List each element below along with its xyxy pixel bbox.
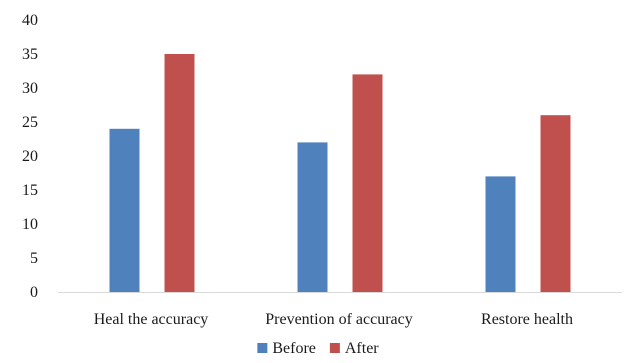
- bar-after-1: [164, 54, 195, 292]
- legend-label-after: After: [345, 340, 379, 357]
- y-tick-label: 15: [22, 182, 38, 199]
- y-tick-label: 5: [30, 250, 38, 267]
- x-category-label: Restore health: [481, 311, 573, 328]
- y-axis: 0 5 10 15 20 25 30 35 40: [22, 12, 38, 301]
- legend: Before After: [257, 340, 379, 357]
- y-tick-label: 35: [22, 46, 38, 63]
- x-category-label: Heal the accuracy: [94, 311, 209, 328]
- bar-before-3: [485, 176, 516, 292]
- bar-before-1: [109, 128, 140, 292]
- y-tick-label: 0: [30, 284, 38, 301]
- y-tick-label: 25: [22, 114, 38, 131]
- y-tick-label: 30: [22, 80, 38, 97]
- x-axis-labels: Heal the accuracy Prevention of accuracy R…: [94, 311, 573, 328]
- bar-before-2: [297, 142, 328, 292]
- bar-after-3: [540, 115, 571, 292]
- y-tick-label: 10: [22, 216, 38, 233]
- legend-label-before: Before: [272, 340, 316, 357]
- bar-after-2: [352, 74, 383, 293]
- legend-swatch-before: [257, 343, 268, 353]
- y-tick-label: 20: [22, 148, 38, 165]
- bars-group: [109, 54, 571, 293]
- y-tick-label: 40: [22, 12, 38, 29]
- legend-swatch-after: [329, 343, 340, 353]
- x-category-label: Prevention of accuracy: [265, 311, 412, 328]
